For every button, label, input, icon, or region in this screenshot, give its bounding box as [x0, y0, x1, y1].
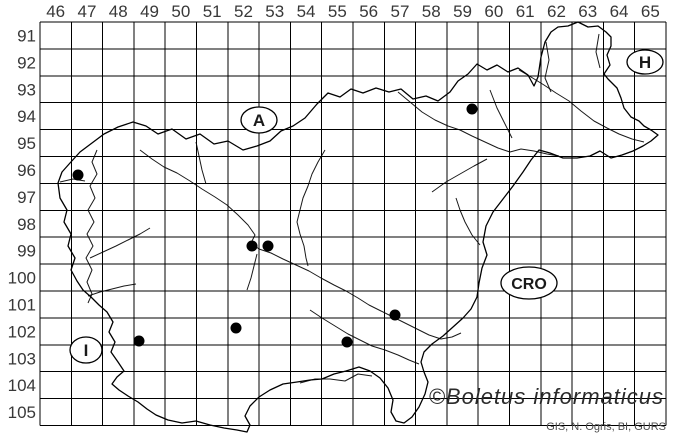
column-label-52: 52: [234, 2, 253, 21]
row-label-95: 95: [17, 134, 36, 153]
column-label-57: 57: [390, 2, 409, 21]
river-kamniska: [195, 141, 207, 185]
country-ellipse-hungary: [626, 49, 664, 75]
row-label-101: 101: [8, 295, 36, 314]
country-label-croatia: CRO: [511, 276, 547, 293]
river-ne-tributary: [489, 89, 513, 139]
grid: [39, 21, 667, 426]
river-kolpa: [299, 373, 373, 384]
column-label-65: 65: [641, 2, 660, 21]
credits-text: GIS, N. Ogris, BI, GURS: [546, 421, 666, 433]
river-mura: [518, 69, 645, 143]
country-ellipse-croatia: [500, 266, 558, 300]
occurrence-dot-52-99: [246, 240, 258, 252]
column-label-53: 53: [265, 2, 284, 21]
river-ledava: [544, 41, 552, 93]
column-label-46: 46: [46, 2, 65, 21]
country-label-italy: I: [84, 341, 89, 360]
river-sava: [139, 149, 462, 340]
column-label-61: 61: [516, 2, 535, 21]
country-ellipse-austria: [240, 106, 278, 134]
row-label-91: 91: [17, 26, 36, 45]
column-label-54: 54: [297, 2, 316, 21]
row-label-94: 94: [17, 107, 36, 126]
column-label-50: 50: [171, 2, 190, 21]
country-label-austria: A: [253, 111, 265, 130]
occurrence-dots: [72, 103, 478, 348]
river-savinja: [296, 149, 326, 267]
row-label-97: 97: [17, 188, 36, 207]
column-label-59: 59: [453, 2, 472, 21]
row-label-99: 99: [17, 242, 36, 261]
country-labels: A H CRO I: [69, 49, 664, 364]
occurrence-dot-49-102: [133, 335, 145, 347]
row-label-105: 105: [8, 403, 36, 422]
top-axis: 46 47 48 49 50 51 52 53 54 55 56 57 58 59 60 61 62 63 64 65: [46, 2, 660, 21]
row-label-93: 93: [17, 80, 36, 99]
copyright-watermark: ©Boletus informaticus: [428, 384, 664, 409]
column-label-58: 58: [422, 2, 441, 21]
row-label-104: 104: [8, 376, 36, 395]
occurrence-dot-53-99: [262, 240, 274, 252]
occurrence-dot-57-101: [389, 309, 401, 321]
column-label-48: 48: [109, 2, 128, 21]
river-vipava: [87, 283, 137, 297]
column-label-51: 51: [203, 2, 222, 21]
occurrence-dot-52-102: [230, 322, 242, 334]
country-border-outline: [57, 21, 659, 433]
column-label-64: 64: [610, 2, 629, 21]
country-label-hungary: H: [639, 53, 651, 72]
row-label-100: 100: [8, 269, 36, 288]
river-idrijca: [89, 227, 151, 259]
column-label-47: 47: [77, 2, 96, 21]
occurrence-dot-47-96: [72, 169, 84, 181]
left-axis: 91 92 93 94 95 96 97 98 99 100 101 102 103 104 105: [8, 26, 36, 422]
river-krka: [309, 309, 420, 365]
row-label-98: 98: [17, 215, 36, 234]
column-label-55: 55: [328, 2, 347, 21]
river-drava: [397, 91, 560, 157]
occurrence-dot-55-102: [341, 336, 353, 348]
column-label-62: 62: [547, 2, 566, 21]
river-soca: [85, 149, 98, 304]
river-west-tributary: [59, 178, 86, 183]
row-label-96: 96: [17, 161, 36, 180]
row-label-92: 92: [17, 53, 36, 72]
country-ellipse-italy: [69, 336, 103, 364]
column-label-63: 63: [578, 2, 597, 21]
river-sotla: [455, 197, 481, 246]
column-label-60: 60: [484, 2, 503, 21]
row-label-103: 103: [8, 349, 36, 368]
river-dravinja: [431, 158, 488, 193]
river-lobe-tributary: [595, 33, 601, 69]
occurrence-dot-59-94: [466, 103, 478, 115]
rivers: [59, 33, 645, 384]
row-label-102: 102: [8, 322, 36, 341]
column-label-56: 56: [359, 2, 378, 21]
river-ljubljanica: [246, 253, 258, 291]
column-label-49: 49: [140, 2, 159, 21]
